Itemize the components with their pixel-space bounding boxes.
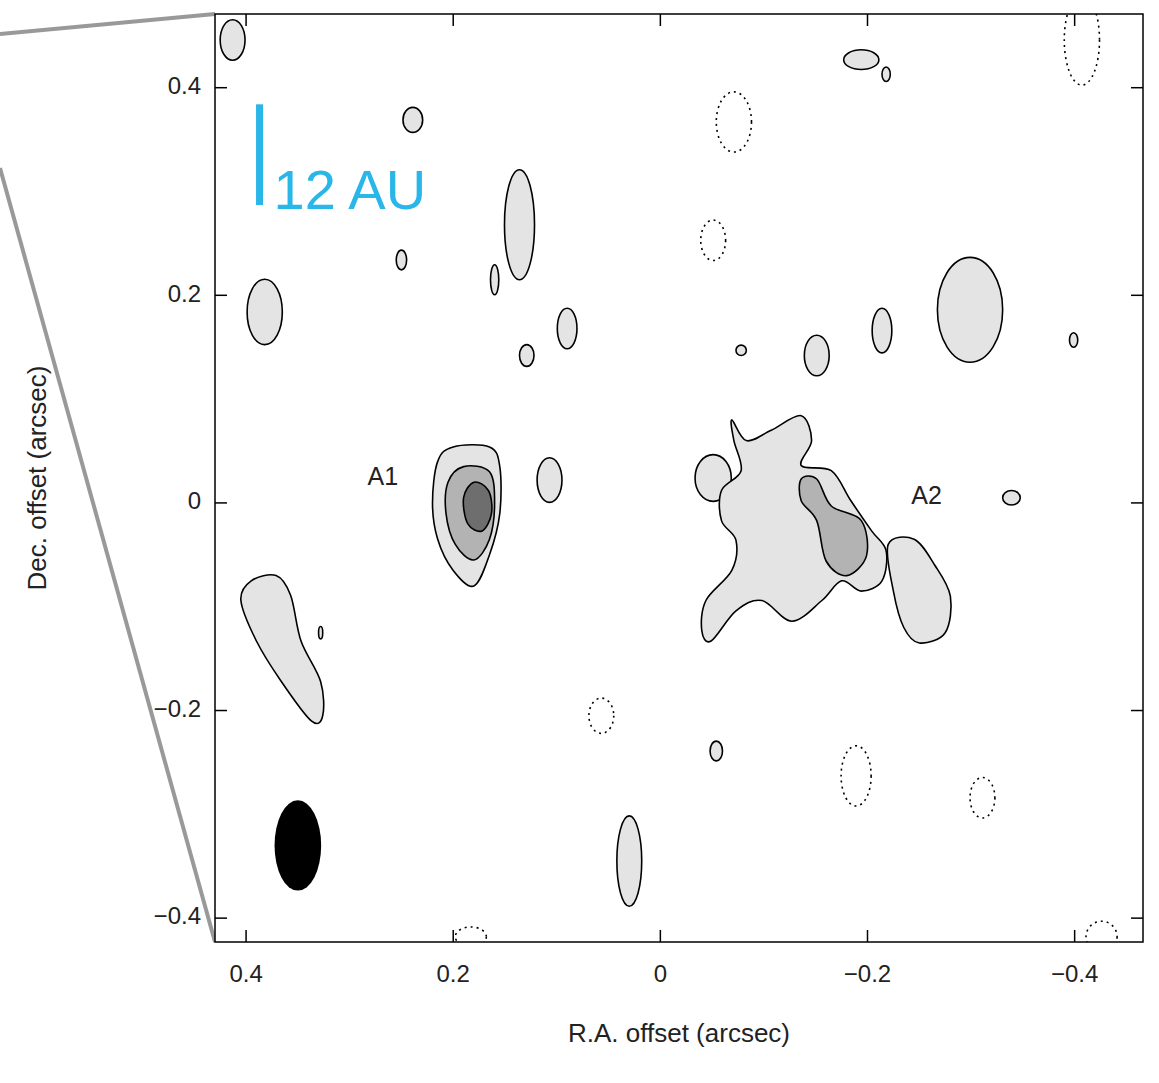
- x-tick: [867, 14, 869, 26]
- y-tick: [215, 502, 227, 504]
- plot-frame: [215, 14, 1143, 942]
- source-label: A2: [911, 481, 942, 509]
- y-tick: [1131, 87, 1143, 89]
- plot-background: [215, 14, 1143, 942]
- x-tick: [867, 930, 869, 942]
- zoom-line: [0, 14, 215, 34]
- contour-island: [220, 20, 245, 60]
- contour-island: [1064, 14, 1099, 85]
- y-tick-label: −0.4: [154, 902, 201, 929]
- contour-island: [319, 626, 323, 638]
- x-tick-label: 0.2: [437, 960, 470, 987]
- x-tick-label: 0.4: [229, 960, 262, 987]
- contour: [799, 476, 867, 576]
- contour-island: [937, 257, 1002, 362]
- scale-bar: [256, 104, 263, 205]
- contour: [445, 466, 494, 560]
- marks: [220, 14, 1117, 942]
- contour-island: [396, 250, 406, 270]
- contour-island: [804, 335, 829, 375]
- y-tick-label: −0.2: [154, 695, 201, 722]
- contour-island: [1003, 490, 1021, 505]
- y-tick-label: 0: [188, 487, 201, 514]
- contour-island: [403, 107, 423, 132]
- x-tick-label: 0: [654, 960, 667, 987]
- beam: [275, 800, 322, 890]
- contour-island: [736, 345, 746, 355]
- contour-island: [455, 927, 486, 942]
- y-tick: [1131, 295, 1143, 297]
- x-tick: [660, 930, 662, 942]
- contour-island: [1069, 333, 1077, 348]
- y-tick: [1131, 710, 1143, 712]
- y-tick-label: 0.4: [168, 72, 201, 99]
- contour-island: [520, 345, 535, 367]
- x-tick-label: −0.4: [1051, 960, 1098, 987]
- x-tick-label: −0.2: [844, 960, 891, 987]
- contour: [463, 482, 492, 531]
- x-tick: [452, 930, 454, 942]
- contour-island: [844, 50, 879, 70]
- contour-island: [589, 698, 614, 733]
- y-tick-label: 0.2: [168, 280, 201, 307]
- contour-island: [882, 67, 890, 82]
- y-tick: [215, 295, 227, 297]
- contour-island: [716, 92, 751, 152]
- y-tick: [215, 917, 227, 919]
- contour-island: [701, 220, 726, 260]
- contour-island: [710, 741, 722, 761]
- x-tick: [245, 14, 247, 26]
- contour-island: [247, 279, 282, 344]
- y-tick: [1131, 502, 1143, 504]
- contour-island: [1086, 921, 1117, 942]
- x-tick: [1074, 930, 1076, 942]
- contour-island: [537, 458, 562, 503]
- x-tick: [660, 14, 662, 26]
- contour-island: [491, 265, 499, 295]
- chart: 12 AU A1 A2 0.4 0.2 0 −0.2 −0.4 −0.4 −0.2 0 0.2 0.4 R…: [0, 0, 1159, 1083]
- contour: [701, 416, 886, 642]
- y-axis-title: Dec. offset (arcsec): [22, 366, 52, 591]
- scale-bar-label: 12 AU: [274, 158, 427, 221]
- contour-island: [557, 308, 577, 348]
- zoom-line: [0, 168, 215, 942]
- y-tick: [1131, 917, 1143, 919]
- x-axis-title: R.A. offset (arcsec): [568, 1018, 790, 1048]
- contour: [433, 445, 502, 587]
- source-label: A1: [367, 462, 398, 490]
- contour-island: [504, 170, 534, 280]
- contour: [241, 575, 324, 724]
- x-tick: [1074, 14, 1076, 26]
- y-tick: [215, 710, 227, 712]
- contour: [887, 537, 951, 643]
- y-tick: [215, 87, 227, 89]
- contour-island: [841, 746, 871, 806]
- contour-island: [872, 308, 892, 353]
- contour-island: [617, 816, 642, 906]
- x-tick: [245, 930, 247, 942]
- contour-island: [970, 777, 995, 817]
- x-tick: [452, 14, 454, 26]
